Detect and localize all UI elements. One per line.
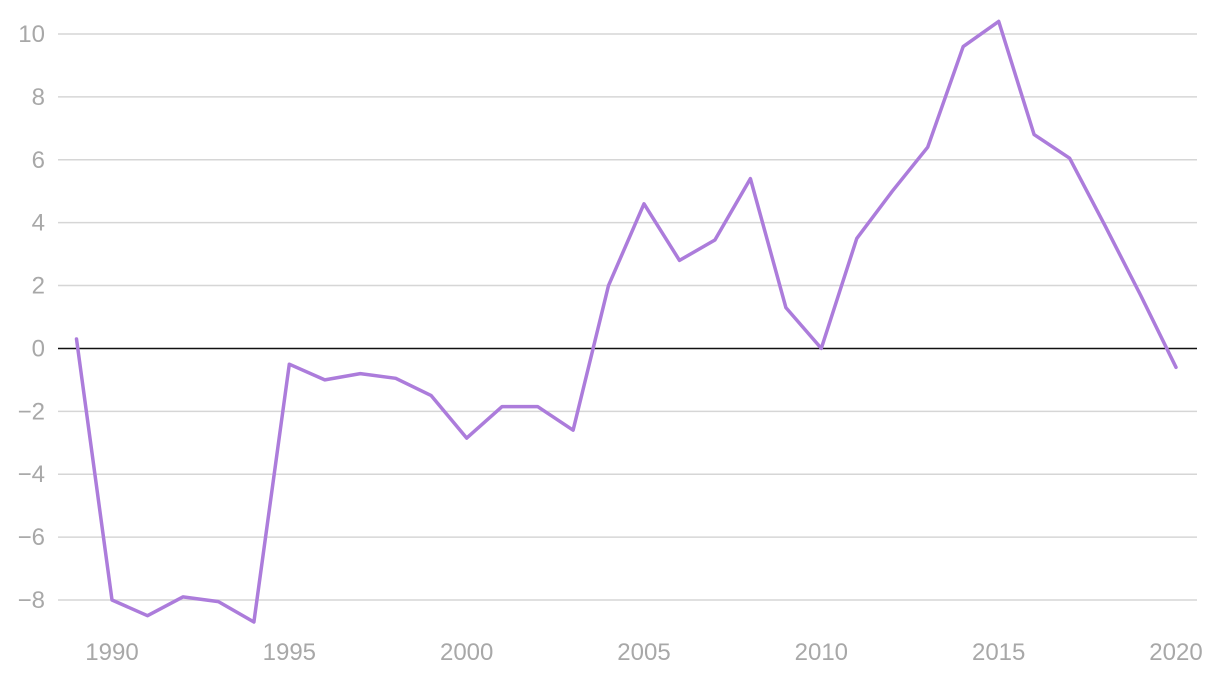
y-tick-label: −2 [18,398,45,425]
x-tick-label: 2005 [617,639,670,666]
y-tick-label: −6 [18,524,45,551]
x-tick-label: 2010 [795,639,848,666]
y-tick-label: 6 [32,147,45,174]
series-line [74,19,1178,624]
y-tick-label: −8 [18,587,45,614]
y-tick-label: 10 [18,21,45,48]
y-axis: −8 −6 −4 −2 0 2 4 6 8 10 [18,21,45,614]
y-tick-label: 8 [32,84,45,111]
x-tick-label: 1990 [85,639,138,666]
x-tick-label: 2020 [1149,639,1202,666]
series-layer [74,19,1178,624]
grid-layer [58,33,1197,601]
y-tick-label: −4 [18,461,45,488]
x-tick-label: 2000 [440,639,493,666]
y-tick-label: 2 [32,273,45,300]
x-axis: 1990 1995 2000 2005 2010 2015 2020 [85,639,1202,666]
y-tick-label: 4 [32,210,45,237]
y-tick-label: 0 [32,335,45,362]
x-tick-label: 2015 [972,639,1025,666]
x-tick-label: 1995 [263,639,316,666]
